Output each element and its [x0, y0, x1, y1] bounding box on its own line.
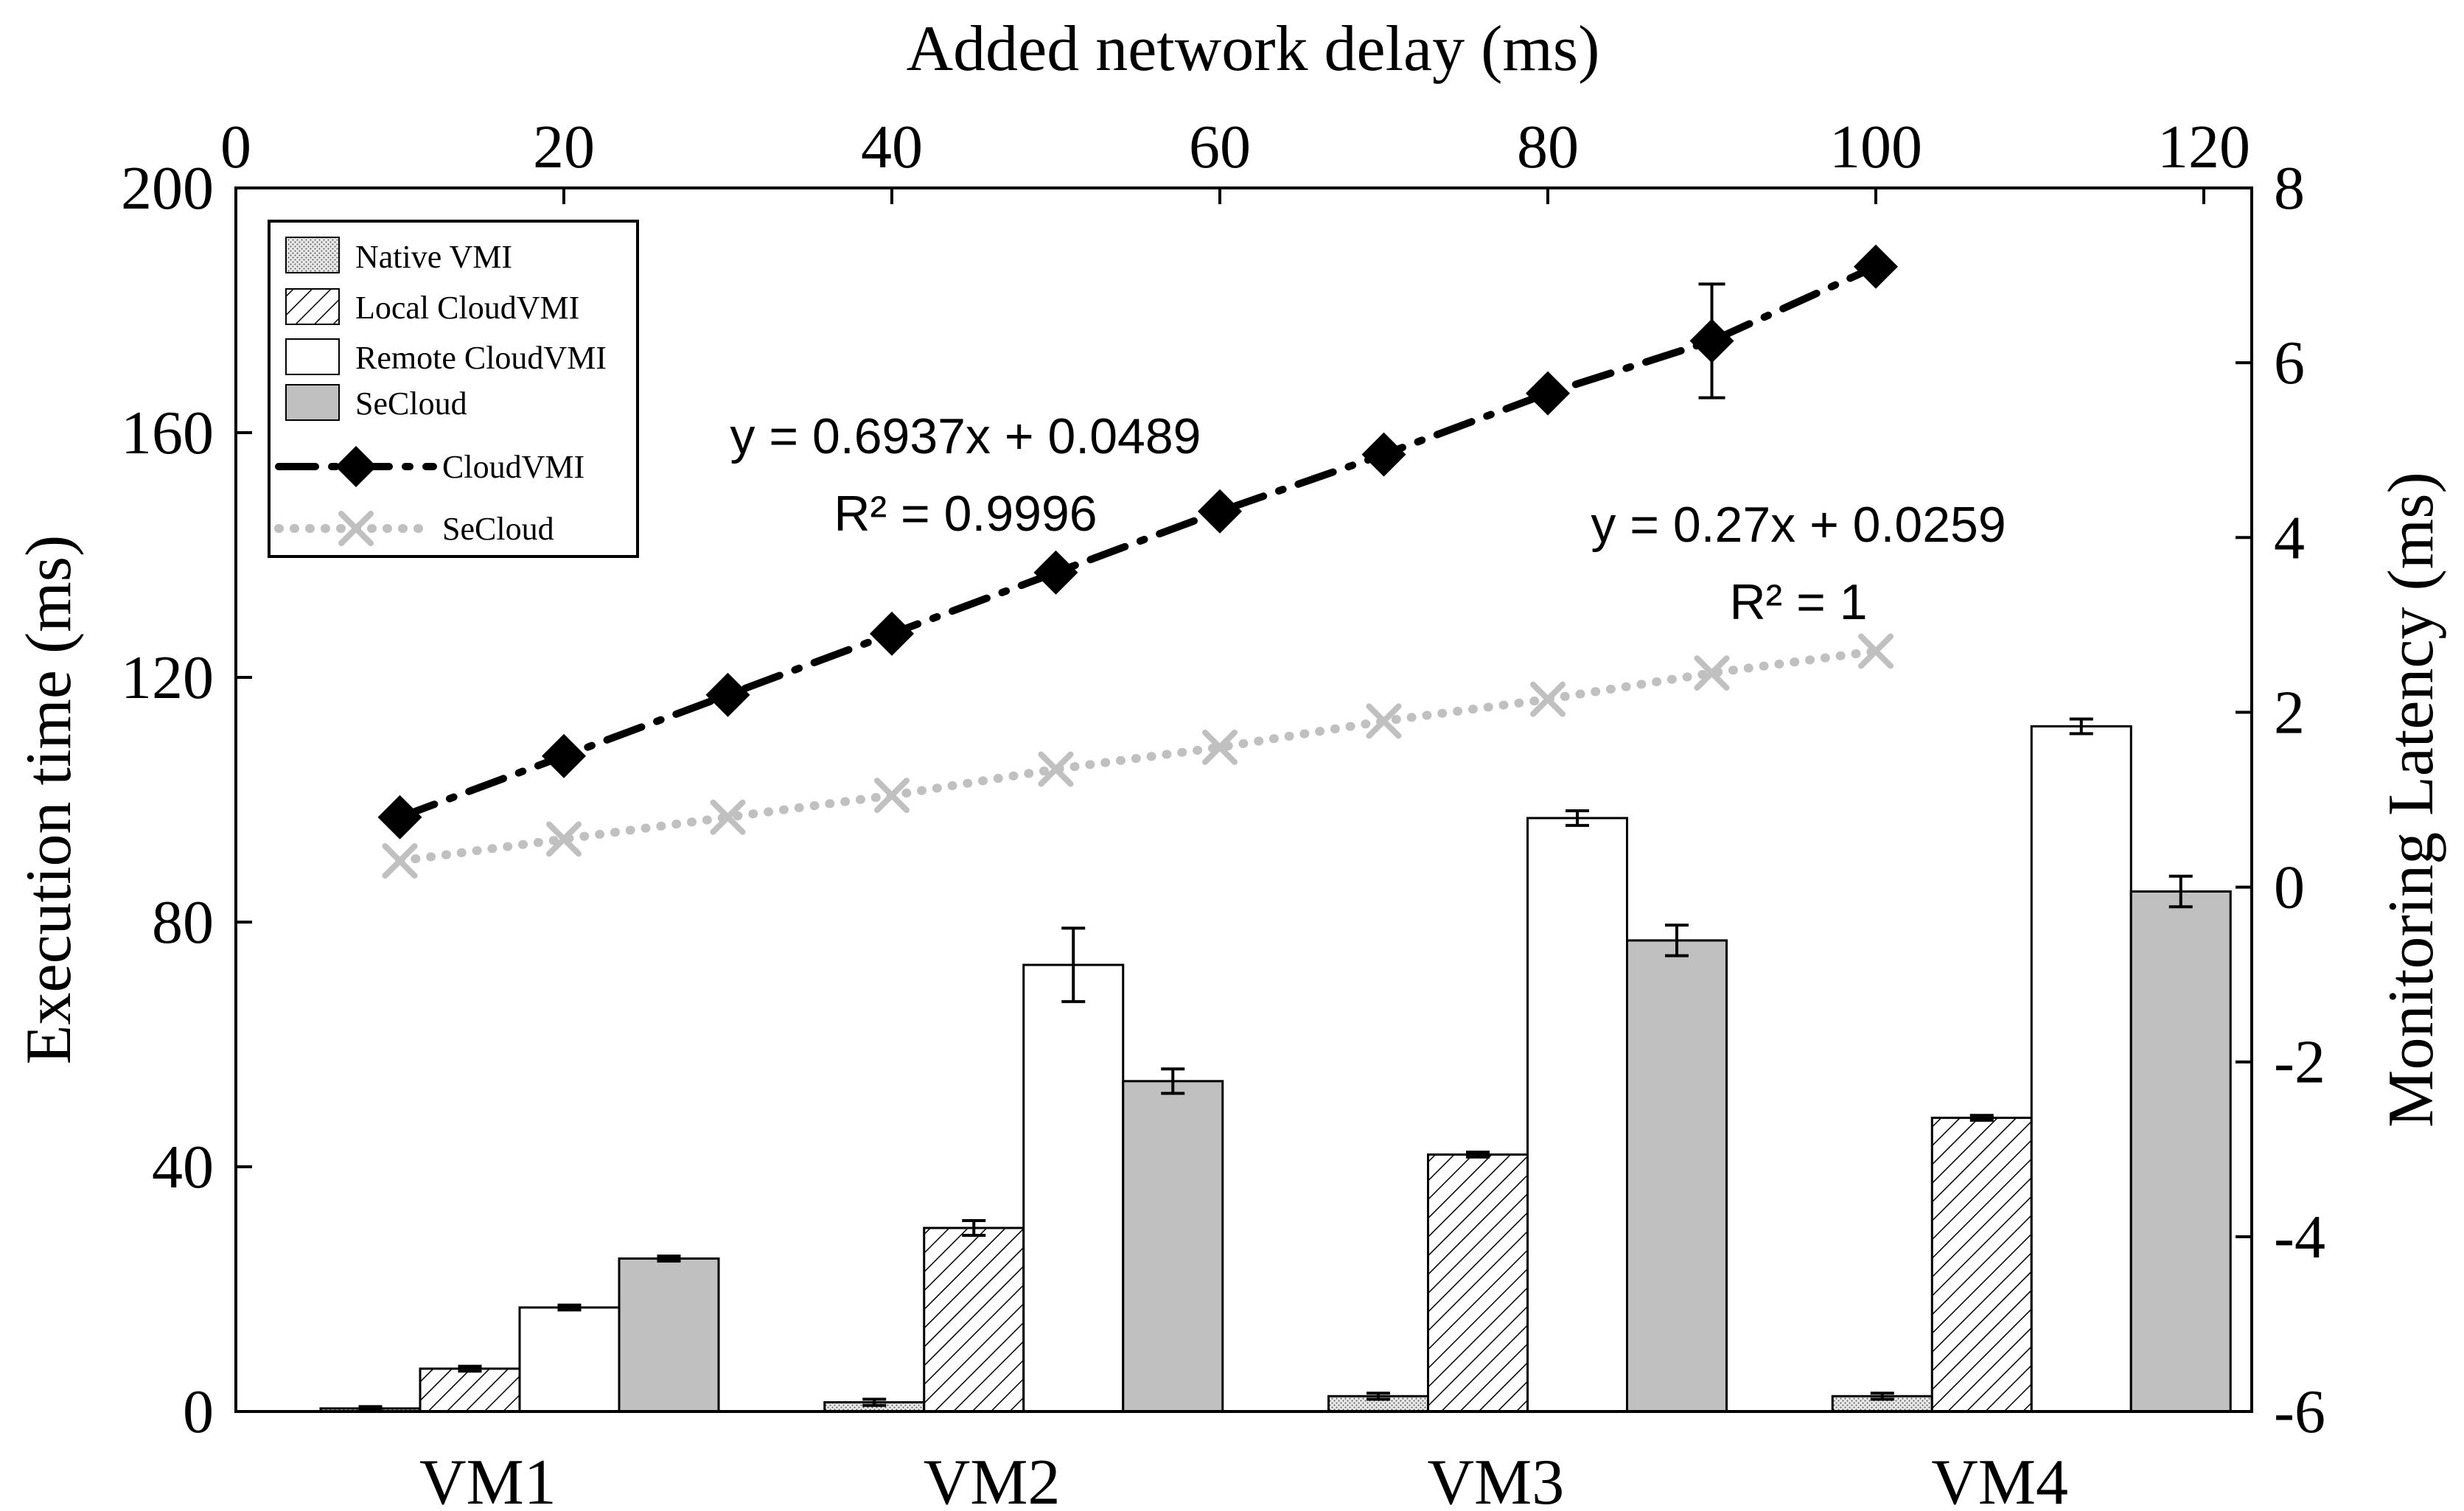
- marker-secloud-60: [1202, 729, 1238, 765]
- trendline-annotations: y = 0.6937x + 0.0489 R² = 0.9996 y = 0.2…: [730, 408, 2006, 630]
- marker-cloudvmi-50: [1033, 550, 1078, 595]
- right-axis-tick-label: -4: [2274, 1203, 2325, 1271]
- legend-label-secloud-line: SeCloud: [442, 511, 554, 547]
- top-axis-title: Added network delay (ms): [907, 13, 1600, 85]
- marker-secloud-80: [1530, 681, 1566, 717]
- line-secloud: [395, 646, 1880, 865]
- marker-cloudvmi-40: [870, 611, 914, 656]
- right-axis-tick-label: 4: [2274, 503, 2305, 572]
- category-label-vm3: VM3: [1427, 1447, 1564, 1511]
- right-axis-tick-label: 2: [2274, 678, 2305, 747]
- bar-secloud-vm4: [2129, 890, 2232, 1413]
- top-axis-tick-label: 60: [1189, 113, 1251, 181]
- left-axis-title: Execution time (ms): [13, 535, 85, 1064]
- legend-swatch-local-cloudvmi: [285, 288, 340, 325]
- bar-secloud-vm2: [1122, 1080, 1224, 1413]
- marker-secloud-10: [382, 843, 418, 879]
- right-axis-title: Monitoring Latency (ms): [2376, 472, 2447, 1128]
- legend-swatch-secloud-bar: [285, 384, 340, 421]
- right-axis-tick-label: 0: [2274, 854, 2305, 922]
- right-axis-tick-label: 6: [2274, 329, 2305, 397]
- legend-marker-cloudvmi: [335, 446, 377, 487]
- lines-layer: [377, 244, 1898, 879]
- marker-secloud-70: [1366, 703, 1402, 739]
- legend-swatch-native-vmi: [285, 237, 340, 273]
- top-axis-tick-label: 100: [1829, 113, 1922, 181]
- category-label-vm2: VM2: [924, 1447, 1061, 1511]
- left-axis-tick-label: 80: [152, 888, 214, 957]
- top-axis-tick-label: 20: [533, 113, 595, 181]
- line-cloudvmi: [396, 262, 1880, 821]
- legend-label-local-cloudvmi: Local CloudVMI: [355, 290, 579, 326]
- legend-label-remote-cloudvmi: Remote CloudVMI: [355, 340, 607, 376]
- marker-secloud-30: [710, 799, 746, 835]
- bar-remote-cloudvmi-vm3: [1526, 817, 1628, 1413]
- bar-local-cloudvmi-vm1: [419, 1367, 521, 1413]
- marker-secloud-100: [1858, 633, 1894, 669]
- legend: Native VMI Local CloudVMI Remote CloudVM…: [268, 220, 639, 558]
- marker-cloudvmi-80: [1526, 371, 1570, 416]
- cloudvmi-trend-equation: y = 0.6937x + 0.0489: [730, 408, 1201, 464]
- marker-cloudvmi-70: [1361, 432, 1406, 477]
- top-axis-tick-label: 80: [1517, 113, 1579, 181]
- legend-label-native-vmi: Native VMI: [355, 239, 512, 275]
- plot-frame: [234, 186, 2253, 1413]
- bar-local-cloudvmi-vm2: [923, 1226, 1025, 1413]
- legend-label-cloudvmi-line: CloudVMI: [442, 449, 584, 485]
- marker-cloudvmi-90: [1689, 318, 1734, 363]
- marker-cloudvmi-100: [1854, 244, 1898, 289]
- secloud-trend-r2: R² = 1: [1729, 574, 1867, 630]
- bar-local-cloudvmi-vm4: [1930, 1117, 2033, 1413]
- legend-swatch-remote-cloudvmi: [285, 338, 340, 375]
- right-axis-tick-label: -6: [2274, 1378, 2325, 1446]
- bar-remote-cloudvmi-vm2: [1022, 963, 1125, 1413]
- legend-marker-secloud: [338, 511, 374, 546]
- top-axis-tick-label: 120: [2157, 113, 2250, 181]
- category-label-vm1: VM1: [419, 1447, 556, 1511]
- marker-cloudvmi-20: [542, 733, 586, 778]
- legend-label-secloud-bar: SeCloud: [355, 385, 467, 422]
- marker-secloud-20: [546, 821, 582, 857]
- top-axis-tick-label: 40: [861, 113, 923, 181]
- bars-layer: [319, 717, 2232, 1413]
- left-axis-tick-label: 40: [152, 1133, 214, 1201]
- marker-cloudvmi-10: [377, 795, 422, 840]
- left-axis-tick-label: 160: [121, 399, 214, 467]
- marker-secloud-50: [1038, 751, 1074, 787]
- marker-cloudvmi-60: [1198, 489, 1242, 534]
- marker-secloud-90: [1694, 655, 1730, 691]
- left-axis-tick-label: 0: [183, 1378, 214, 1446]
- bar-remote-cloudvmi-vm1: [518, 1306, 621, 1413]
- marker-cloudvmi-30: [705, 672, 750, 717]
- bar-remote-cloudvmi-vm4: [2030, 725, 2132, 1413]
- bar-local-cloudvmi-vm3: [1427, 1153, 1529, 1413]
- right-axis-tick-label: -2: [2274, 1028, 2325, 1097]
- right-axis-tick-label: 8: [2274, 154, 2305, 223]
- left-axis-tick-label: 200: [121, 154, 214, 223]
- cloudvmi-trend-r2: R² = 0.9996: [834, 486, 1097, 542]
- category-label-vm4: VM4: [1931, 1447, 2068, 1511]
- secloud-trend-equation: y = 0.27x + 0.0259: [1591, 497, 2006, 553]
- top-axis-tick-label: 0: [220, 113, 251, 181]
- left-axis-tick-label: 120: [121, 643, 214, 712]
- bar-secloud-vm3: [1626, 939, 1728, 1413]
- marker-secloud-40: [874, 778, 910, 814]
- bar-secloud-vm1: [618, 1257, 720, 1413]
